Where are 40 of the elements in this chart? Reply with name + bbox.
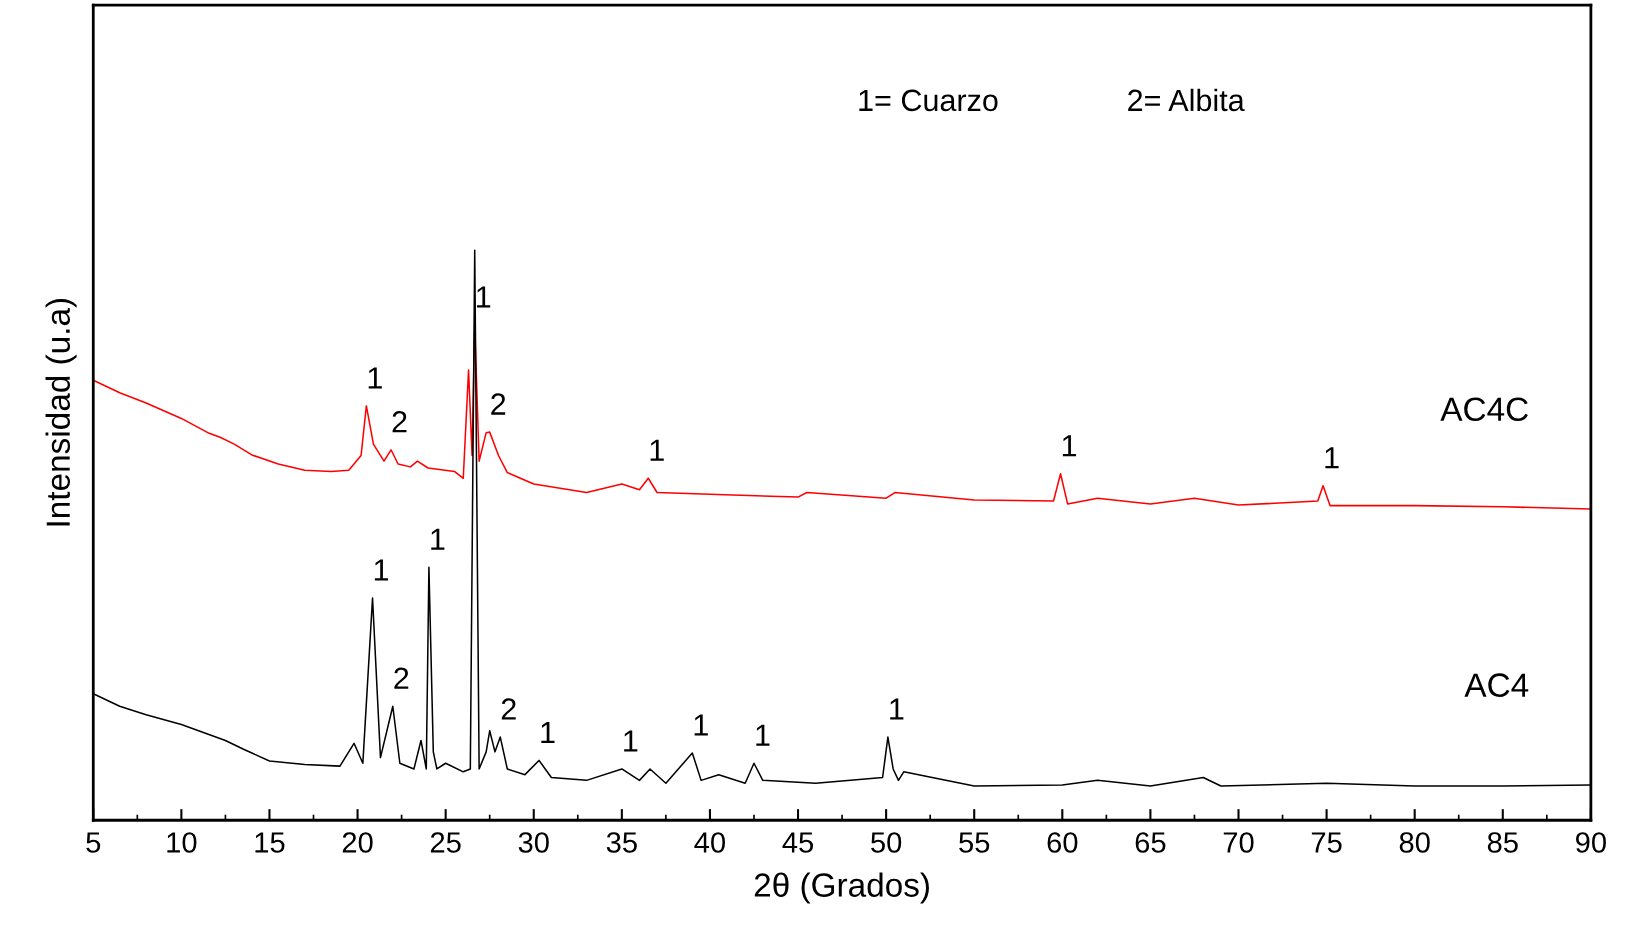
x-tick-label: 20 [342, 832, 373, 853]
x-axis-title: 2θ (Grados) [754, 872, 929, 904]
x-tick-label: 40 [694, 832, 726, 853]
text: AC4C [1440, 397, 1528, 422]
x-tick-label: 70 [1223, 832, 1254, 853]
x-tick-label: 35 [606, 832, 637, 853]
annotation: 1 [1062, 435, 1077, 457]
x-tick-label: 45 [782, 832, 814, 853]
text: 2= Albita [1128, 88, 1245, 112]
annotation: 1 [477, 286, 491, 308]
annotation: 1 [374, 559, 389, 581]
annotation: 1 [694, 714, 708, 736]
y-axis-title: Intensidad (u.a) [45, 298, 77, 526]
text: AC4 [1464, 673, 1529, 697]
annotation: 2 [491, 393, 506, 415]
annotation: 1 [890, 698, 904, 720]
x-tick-label: 25 [430, 832, 461, 853]
annotation: 1 [1325, 447, 1339, 469]
x-tick-label: 55 [959, 832, 990, 853]
x-tick-label: 85 [1487, 832, 1518, 853]
annotation: 2 [392, 410, 407, 433]
annotation: 1 [624, 730, 638, 752]
x-tick-label: 75 [1311, 832, 1342, 853]
annotation: 1 [431, 528, 445, 550]
x-tick-label: 80 [1399, 832, 1430, 853]
x-tick-label: 30 [518, 832, 549, 853]
text: 1= Cuarzo [859, 89, 998, 112]
annotation: 1 [650, 439, 664, 461]
annotation: 2 [394, 667, 409, 689]
x-tick-label: 65 [1135, 832, 1166, 853]
annotation: 1 [368, 367, 382, 389]
x-tick-label: 90 [1576, 832, 1606, 853]
annotation: 1 [756, 724, 770, 746]
annotation: 1 [541, 721, 555, 743]
x-tick-label: 5 [86, 832, 101, 853]
annotation: 2 [501, 698, 516, 720]
x-tick-label: 10 [167, 832, 197, 853]
x-tick-label: 15 [255, 832, 285, 853]
x-tick-label: 60 [1047, 832, 1078, 853]
x-tick-label: 50 [871, 832, 902, 853]
